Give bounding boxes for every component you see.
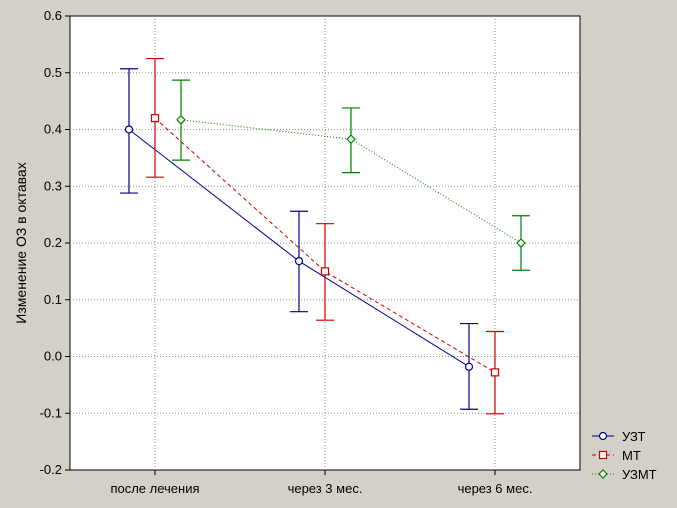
data-point xyxy=(346,134,356,144)
legend-marker xyxy=(598,431,608,441)
series-line xyxy=(154,117,496,373)
x-tick-label: через 6 мес. xyxy=(458,481,533,496)
legend-label: УЗМТ xyxy=(622,467,657,482)
legend-label: МТ xyxy=(622,448,641,463)
legend-item: УЗМТ xyxy=(592,467,657,482)
data-point xyxy=(516,238,526,248)
data-point xyxy=(320,267,330,276)
data-point xyxy=(464,362,474,371)
y-tick-label: 0.5 xyxy=(44,65,62,80)
legend-item: МТ xyxy=(592,448,641,463)
x-tick-label: через 3 мес. xyxy=(288,481,363,496)
y-tick-label: -0.1 xyxy=(40,405,62,420)
y-tick-label: 0.6 xyxy=(44,8,62,23)
legend-marker xyxy=(598,450,608,460)
data-point xyxy=(176,115,186,125)
y-tick-label: -0.2 xyxy=(40,462,62,477)
data-point xyxy=(124,125,134,134)
y-tick-label: 0.1 xyxy=(44,292,62,307)
legend-item: УЗТ xyxy=(592,429,646,444)
legend-marker xyxy=(598,469,608,479)
y-tick-label: 0.4 xyxy=(44,122,62,137)
data-point xyxy=(150,114,160,123)
y-axis-label: Изменение ОЗ в октавах xyxy=(13,162,29,323)
y-tick-label: 0.2 xyxy=(44,235,62,250)
legend-label: УЗТ xyxy=(622,429,646,444)
x-axis-ticks: после лечения через 3 мес. через 6 мес. xyxy=(110,470,532,496)
data-point xyxy=(294,257,304,266)
series-2 xyxy=(146,57,504,415)
y-axis-ticks: -0.2 -0.1 0.0 0.1 0.2 0.3 0.4 0.5 0.6 xyxy=(40,8,70,477)
y-tick-label: 0.3 xyxy=(44,178,62,193)
data-point xyxy=(490,368,500,377)
x-tick-label: после лечения xyxy=(110,481,199,496)
series-layer xyxy=(120,57,530,415)
series-3 xyxy=(172,79,530,271)
y-tick-label: 0.0 xyxy=(44,349,62,364)
legend: УЗТ МТ УЗМТ xyxy=(592,429,657,482)
series-1 xyxy=(120,68,478,410)
